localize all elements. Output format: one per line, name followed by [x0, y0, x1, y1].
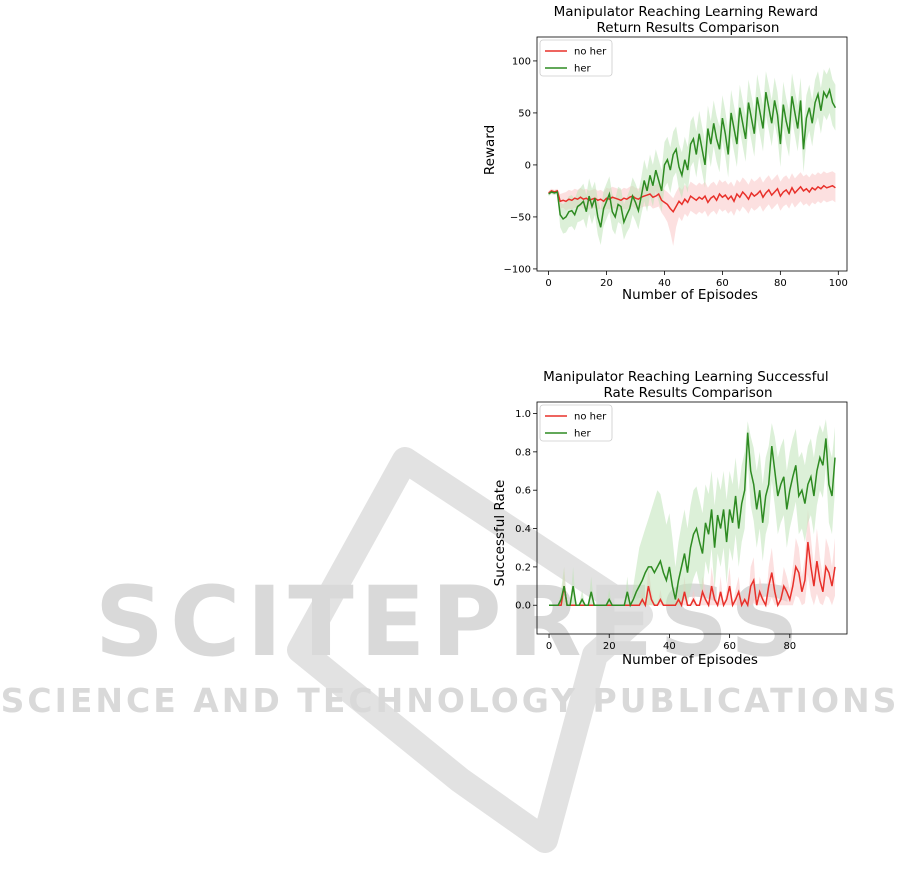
x-tick-label: 20 — [603, 641, 616, 652]
y-tick-label: 0.6 — [515, 486, 531, 497]
y-tick-label: −100 — [504, 264, 531, 275]
plot-frame — [536, 36, 848, 272]
chart-title-line-2: Rate Results Comparison — [603, 385, 772, 401]
chart-title-line-1: Manipulator Reaching Learning Successful — [543, 369, 829, 385]
series-line-no-her — [548, 184, 836, 213]
legend: no her her — [539, 404, 613, 442]
legend-box — [539, 39, 613, 77]
plot-area: 0 20 40 60 80 100 −100 −50 0 50 100 no her her — [504, 36, 848, 289]
x-tick-label: 0 — [546, 641, 552, 652]
watermark-logo-shape — [287, 447, 653, 853]
x-tick-label: 60 — [716, 278, 729, 289]
y-tick-label: 0.2 — [515, 562, 531, 573]
y-tick-label: 0.8 — [515, 447, 531, 458]
chart-title-line-1: Manipulator Reaching Learning Reward — [554, 4, 818, 20]
y-tick-label: 50 — [518, 108, 531, 119]
x-axis-label: Number of Episodes — [622, 652, 758, 668]
y-axis-label: Reward — [482, 125, 498, 175]
chart-title: Manipulator Reaching Learning Successful… — [543, 369, 833, 401]
series-band-her — [549, 419, 835, 606]
y-tick-label: 0 — [525, 160, 531, 171]
y-tick-label: 1.0 — [515, 409, 531, 420]
x-tick-label: 60 — [723, 641, 736, 652]
x-tick-label: 40 — [658, 278, 671, 289]
legend-box — [539, 404, 613, 442]
y-tick-label: −50 — [510, 212, 531, 223]
plot-frame — [536, 401, 848, 635]
success-rate-chart: Manipulator Reaching Learning Successful… — [492, 369, 848, 668]
x-tick-label: 40 — [663, 641, 676, 652]
x-axis-label: Number of Episodes — [622, 287, 758, 303]
y-tick-label: 0.4 — [515, 524, 531, 535]
reward-chart: Manipulator Reaching Learning Reward Ret… — [482, 4, 848, 303]
x-tick-label: 100 — [829, 278, 848, 289]
legend-label: no her — [574, 47, 607, 58]
y-axis-label: Successful Rate — [492, 480, 508, 587]
x-tick-label: 80 — [774, 278, 787, 289]
legend-label: no her — [574, 412, 607, 423]
chart-title: Manipulator Reaching Learning Reward Ret… — [554, 4, 823, 36]
x-tick-label: 0 — [545, 278, 551, 289]
x-tick-label: 80 — [783, 641, 796, 652]
chart-title-line-2: Return Results Comparison — [597, 20, 780, 36]
plot-area: 0 20 40 60 80 0.0 0.2 0.4 0.6 0.8 1.0 no her her — [515, 401, 848, 652]
legend-label: her — [574, 429, 591, 440]
series-band-her — [548, 67, 836, 245]
y-tick-label: 100 — [512, 56, 531, 67]
series-line-her — [549, 432, 836, 608]
watermark-tagline: SCIENCE AND TECHNOLOGY PUBLICATIONS — [1, 681, 900, 720]
legend: no her her — [539, 39, 613, 77]
legend-label: her — [574, 64, 591, 75]
x-tick-label: 20 — [600, 278, 613, 289]
y-tick-label: 0.0 — [515, 601, 531, 612]
series-line-her — [548, 87, 837, 228]
